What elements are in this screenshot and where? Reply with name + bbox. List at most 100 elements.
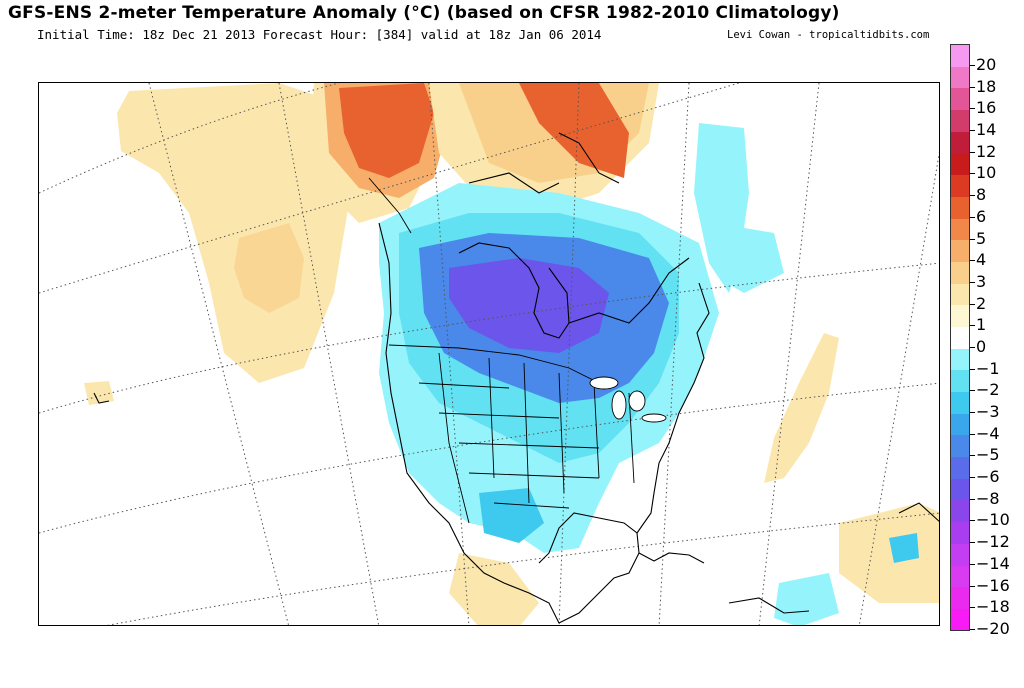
graticule xyxy=(39,83,939,625)
caribbean-cold-patch xyxy=(889,533,919,563)
legend-label: −3 xyxy=(976,402,1000,421)
legend-swatch xyxy=(950,608,970,631)
legend-label: 16 xyxy=(976,98,997,118)
legend-swatch xyxy=(950,240,970,262)
legend-swatch xyxy=(950,66,970,89)
legend-label: −10 xyxy=(976,510,1010,530)
legend-tick xyxy=(970,607,975,609)
legend-label: 20 xyxy=(976,55,997,74)
legend-label: −1 xyxy=(976,358,1000,378)
legend-tick xyxy=(970,628,975,630)
legend-tick xyxy=(970,303,975,305)
legend-tick xyxy=(970,542,975,544)
caribbean-warm-patch xyxy=(839,503,939,603)
legend-swatch xyxy=(950,413,970,436)
legend-label: 1 xyxy=(976,315,987,335)
legend-label: −5 xyxy=(976,445,1000,465)
legend-tick xyxy=(970,368,975,370)
legend-swatch xyxy=(950,45,970,67)
legend-label: −4 xyxy=(976,423,1000,443)
legend-label: −14 xyxy=(976,553,1010,573)
legend-tick xyxy=(970,238,975,240)
legend-label: 10 xyxy=(976,163,997,183)
legend-swatch xyxy=(950,283,970,306)
legend-label: −12 xyxy=(976,532,1010,552)
legend-swatch xyxy=(950,392,970,414)
legend-label: 2 xyxy=(976,293,987,313)
legend-label: 0 xyxy=(976,336,987,356)
legend-label: −18 xyxy=(976,597,1010,617)
legend-swatch xyxy=(950,348,970,371)
legend-label: −20 xyxy=(976,618,1010,638)
atlantic-warm-band xyxy=(764,333,839,483)
legend-label: 4 xyxy=(976,250,987,270)
coastlines xyxy=(93,132,939,624)
legend-tick xyxy=(970,390,975,392)
legend-swatch xyxy=(950,305,970,327)
legend-tick xyxy=(970,86,975,88)
labrador-cold-patch xyxy=(714,223,784,293)
legend-swatch xyxy=(950,218,970,241)
legend-label: 5 xyxy=(976,228,987,248)
legend-swatch xyxy=(950,153,970,176)
legend-label: −6 xyxy=(976,467,1000,487)
legend-swatch xyxy=(950,543,970,566)
legend-tick xyxy=(970,433,975,435)
anomaly-map xyxy=(38,82,940,626)
political-borders xyxy=(368,177,635,524)
legend-swatch xyxy=(950,587,970,609)
credit-text: Levi Cowan - tropicaltidbits.com xyxy=(727,29,930,41)
map-subtitle: Initial Time: 18z Dec 21 2013 Forecast H… xyxy=(37,27,602,42)
canada-cold-core xyxy=(449,258,609,353)
legend-tick xyxy=(970,412,975,413)
legend-tick xyxy=(970,346,975,348)
legend-tick xyxy=(970,173,975,175)
legend-label: 12 xyxy=(976,141,997,161)
legend-label: 6 xyxy=(976,206,987,226)
legend-swatch xyxy=(950,110,970,132)
map-canvas xyxy=(39,83,939,625)
legend-tick xyxy=(970,151,975,153)
legend-tick xyxy=(970,477,975,479)
legend-tick xyxy=(970,498,975,500)
legend-tick xyxy=(970,108,975,110)
cold-anomaly-areas xyxy=(379,123,919,625)
legend-tick xyxy=(970,281,975,283)
legend-tick xyxy=(970,585,975,587)
legend-swatch xyxy=(950,196,970,219)
legend-swatch xyxy=(950,457,970,479)
warm-anomaly-areas xyxy=(84,83,939,625)
legend-label: −2 xyxy=(976,380,1000,400)
hawaii-warm-patch xyxy=(84,381,114,405)
mexico-warm-patch xyxy=(449,553,539,625)
legend-swatch xyxy=(950,478,970,501)
legend-swatch xyxy=(950,131,970,154)
legend-top-edge xyxy=(950,44,970,45)
pacific-warm-region xyxy=(117,83,349,383)
legend-label: 3 xyxy=(976,271,987,291)
alaska-warm-core xyxy=(339,83,434,178)
legend-tick xyxy=(970,563,975,565)
pacific-warm-core xyxy=(234,223,304,313)
legend-swatch xyxy=(950,88,970,111)
map-title: GFS-ENS 2-meter Temperature Anomaly (°C)… xyxy=(8,3,840,23)
legend-tick xyxy=(970,520,975,522)
legend-tick xyxy=(970,195,975,197)
legend-swatch xyxy=(950,565,970,588)
legend-tick xyxy=(970,65,975,66)
legend-tick xyxy=(970,216,975,218)
legend-swatch xyxy=(950,435,970,458)
legend-tick xyxy=(970,130,975,132)
legend-swatch xyxy=(950,522,970,544)
greenland-warm-core xyxy=(519,83,629,178)
legend-swatch xyxy=(950,175,970,197)
legend-tick xyxy=(970,260,975,262)
legend-swatch xyxy=(950,500,970,523)
legend-swatch xyxy=(950,326,970,349)
legend-label: −8 xyxy=(976,488,1000,508)
legend-tick xyxy=(970,455,975,457)
legend-swatch xyxy=(950,370,970,392)
legend-label: 8 xyxy=(976,185,987,205)
great-lakes xyxy=(589,376,667,423)
legend-tick xyxy=(970,325,975,327)
